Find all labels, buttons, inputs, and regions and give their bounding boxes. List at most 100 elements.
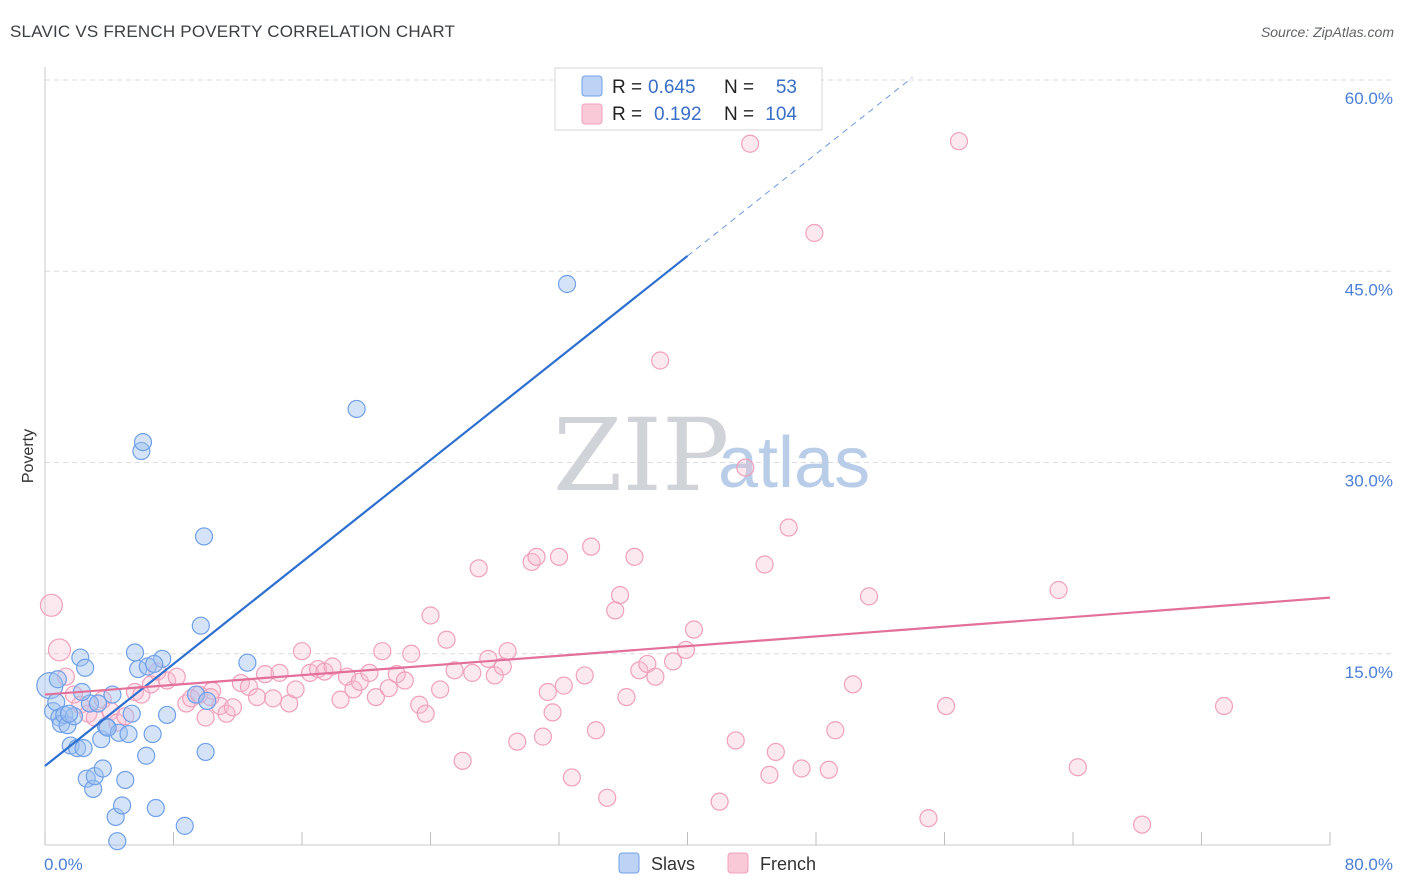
- slavs-point: [157, 705, 177, 725]
- slavs-n-value: 53: [776, 77, 797, 98]
- french-point: [549, 547, 569, 566]
- french-point: [270, 663, 289, 682]
- french-point: [949, 132, 969, 151]
- french-point: [651, 351, 670, 370]
- french-point: [726, 731, 745, 750]
- slavs-point: [58, 716, 77, 735]
- french-point: [646, 667, 665, 686]
- slavs-point: [76, 658, 95, 677]
- french-point: [395, 671, 414, 690]
- slavs-n-label: N =: [724, 77, 754, 98]
- french-point: [760, 765, 779, 784]
- french-point: [575, 666, 594, 685]
- french-point: [610, 585, 630, 605]
- slavs-point: [347, 399, 366, 419]
- french-point: [779, 518, 798, 537]
- slavs-trend-extension: [687, 77, 913, 257]
- french-series-label[interactable]: French: [760, 854, 816, 874]
- french-point: [554, 676, 573, 695]
- slavs-point: [48, 670, 67, 689]
- x-tick-label-min: 0.0%: [44, 855, 83, 874]
- slavs-point: [59, 704, 79, 723]
- french-point: [360, 663, 379, 682]
- watermark-zip: ZIP: [553, 397, 729, 514]
- french-point: [919, 809, 938, 828]
- french-points: [39, 132, 1234, 834]
- french-point: [538, 682, 557, 702]
- french-series-swatch[interactable]: [727, 852, 749, 874]
- slavs-point: [143, 724, 162, 744]
- french-point: [416, 704, 435, 723]
- french-point: [479, 649, 498, 668]
- x-tick-label-max: 80.0%: [1345, 855, 1393, 874]
- slavs-point: [125, 643, 145, 662]
- slavs-point: [64, 707, 84, 726]
- french-point: [562, 768, 581, 787]
- french-point: [805, 223, 824, 243]
- french-point: [1068, 758, 1087, 777]
- french-point: [402, 644, 421, 663]
- french-point: [586, 721, 606, 740]
- french-point: [379, 679, 398, 698]
- x-ticks: [44, 832, 1331, 845]
- french-n-value: 104: [765, 104, 797, 125]
- french-point: [469, 559, 488, 578]
- slavs-point: [71, 648, 90, 667]
- french-point: [47, 638, 72, 662]
- slavs-point: [175, 816, 194, 835]
- slavs-point: [146, 798, 165, 818]
- slavs-point: [238, 653, 257, 672]
- french-point: [543, 703, 562, 722]
- french-point: [331, 690, 350, 709]
- french-point: [755, 555, 774, 574]
- french-point: [286, 680, 305, 699]
- source-label: Source: ZipAtlas.com: [1260, 24, 1394, 40]
- slavs-point: [122, 704, 141, 723]
- slavs-point: [137, 746, 156, 765]
- slavs-point: [557, 274, 577, 294]
- french-point: [625, 547, 644, 566]
- french-point: [684, 620, 704, 639]
- french-point: [598, 788, 617, 807]
- stats-legend: R = 0.645 N = 53 R = 0.192 N = 104: [554, 67, 823, 131]
- french-point: [437, 630, 456, 649]
- y-axis-label: Poverty: [20, 429, 37, 483]
- slavs-point: [133, 433, 153, 452]
- slavs-point: [145, 654, 164, 674]
- watermark-atlas: atlas: [718, 423, 870, 503]
- french-point: [663, 652, 683, 671]
- french-r-value: 0.192: [654, 104, 702, 125]
- french-point: [508, 732, 527, 751]
- french-point: [498, 642, 517, 661]
- french-point: [819, 760, 838, 779]
- french-point: [431, 680, 450, 699]
- french-n-label: N =: [724, 104, 754, 125]
- slavs-trend-line: [44, 255, 689, 767]
- slavs-series-label[interactable]: Slavs: [651, 854, 695, 874]
- french-point: [39, 593, 64, 617]
- slavs-point: [74, 738, 93, 758]
- french-point: [323, 657, 342, 676]
- y-tick-label: 15.0%: [1345, 663, 1393, 682]
- french-point: [937, 696, 956, 716]
- slavs-point: [88, 694, 108, 713]
- french-point: [223, 698, 243, 717]
- french-point: [247, 687, 267, 707]
- slavs-point: [196, 742, 215, 762]
- chart-title: SLAVIC VS FRENCH POVERTY CORRELATION CHA…: [10, 22, 456, 41]
- slavs-series-swatch[interactable]: [618, 852, 640, 874]
- slavs-points: [36, 274, 577, 851]
- trend-lines: [44, 77, 1331, 767]
- french-point: [167, 667, 186, 686]
- french-point: [710, 792, 729, 811]
- french-point: [766, 742, 785, 762]
- french-point: [1049, 580, 1068, 600]
- french-point: [527, 547, 546, 566]
- gridlines: [45, 79, 1392, 655]
- french-point: [676, 640, 695, 660]
- french-r-label: R =: [612, 104, 642, 125]
- french-point: [410, 695, 429, 714]
- slavs-r-value: 0.645: [648, 77, 696, 98]
- french-point: [533, 727, 553, 746]
- slavs-point: [186, 685, 206, 704]
